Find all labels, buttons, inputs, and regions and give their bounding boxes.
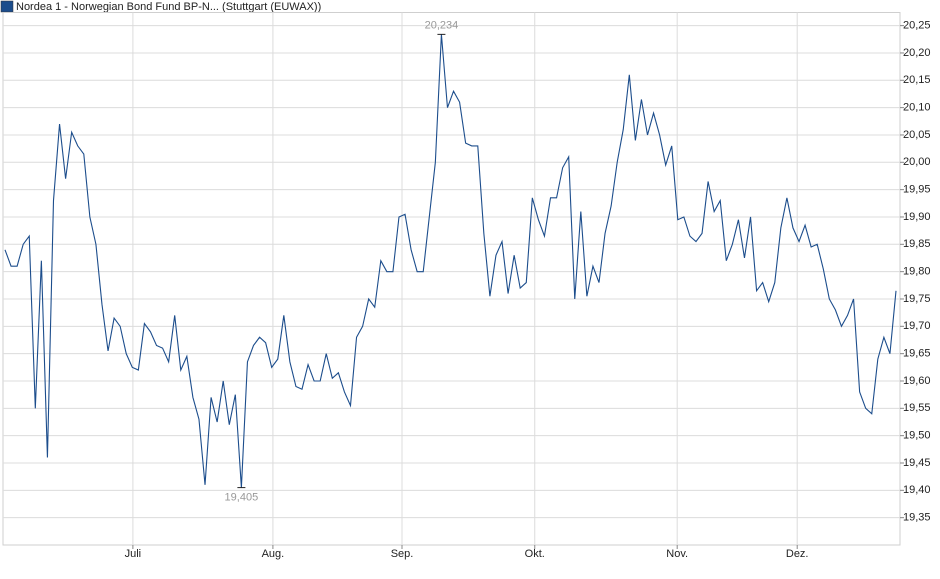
legend-label: Nordea 1 - Norwegian Bond Fund BP-N... (… (16, 1, 321, 13)
plot-area (2, 12, 901, 546)
y-tick-label: 20,15 (903, 74, 931, 86)
y-tick-label: 19,35 (903, 512, 931, 524)
y-tick-label: 19,65 (903, 348, 931, 360)
y-tick-label: 19,45 (903, 457, 931, 469)
y-tick-label: 19,70 (903, 320, 931, 332)
x-tick-label: Nov. (666, 548, 688, 560)
y-tick-label: 19,75 (903, 293, 931, 305)
legend-swatch (0, 0, 14, 13)
y-tick-label: 19,60 (903, 375, 931, 387)
y-tick-label: 20,00 (903, 156, 931, 168)
x-tick-label: Juli (125, 548, 142, 560)
extreme-label: 19,405 (225, 492, 259, 504)
x-tick-label: Okt. (525, 548, 545, 560)
y-tick-label: 20,20 (903, 47, 931, 59)
y-tick-label: 19,50 (903, 430, 931, 442)
x-tick-label: Dez. (786, 548, 809, 560)
price-line (4, 34, 897, 488)
x-tick-label: Aug. (262, 548, 285, 560)
y-tick-label: 19,80 (903, 266, 931, 278)
y-tick-label: 19,90 (903, 211, 931, 223)
y-tick-label: 19,55 (903, 402, 931, 414)
y-tick-label: 20,05 (903, 129, 931, 141)
extreme-label: 20,234 (425, 19, 459, 31)
y-tick-label: 19,85 (903, 238, 931, 250)
y-tick-label: 20,25 (903, 20, 931, 32)
y-tick-label: 20,10 (903, 102, 931, 114)
x-tick-label: Sep. (391, 548, 414, 560)
y-tick-label: 19,95 (903, 184, 931, 196)
y-tick-label: 19,40 (903, 484, 931, 496)
